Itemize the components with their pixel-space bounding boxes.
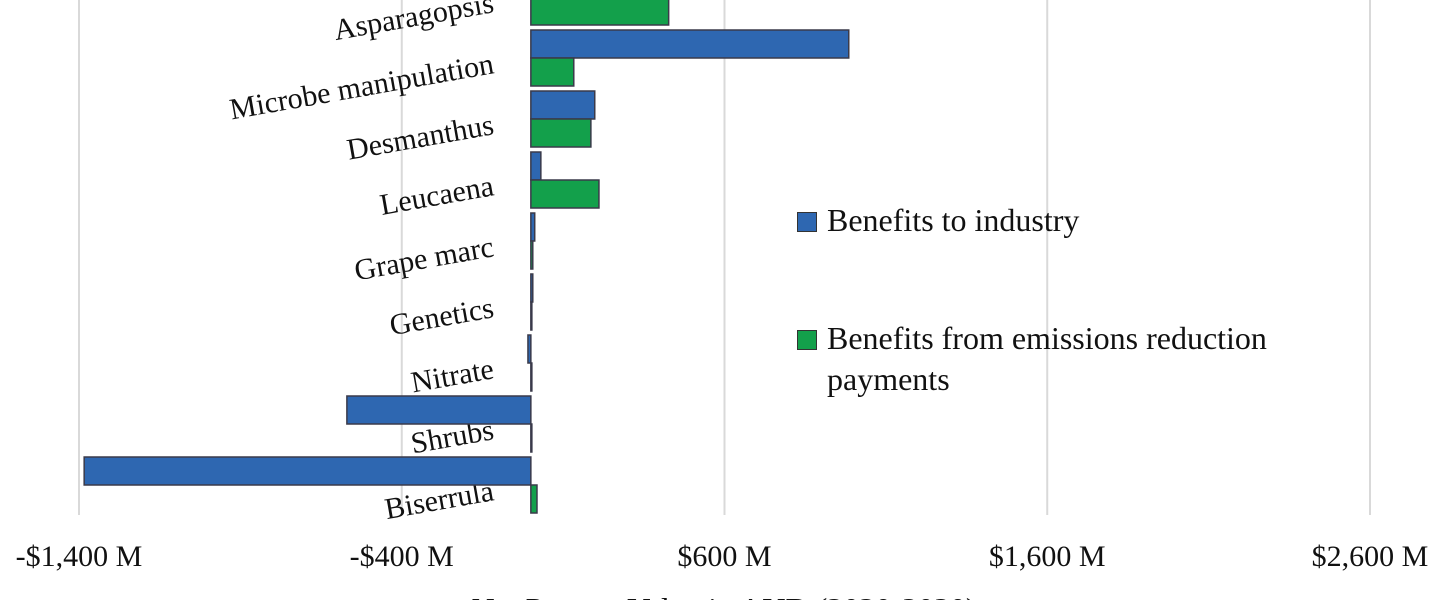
bar — [530, 118, 592, 148]
y-tick-label: Desmanthus — [344, 108, 496, 166]
y-tick-label: Genetics — [387, 291, 496, 342]
x-tick-label: $600 M — [677, 540, 771, 573]
bar — [530, 57, 575, 87]
bar — [530, 0, 670, 26]
x-axis-title: Net Present Value in AUD (2020-2030) — [471, 591, 976, 600]
bar — [530, 484, 538, 514]
x-tick-label: -$1,400 M — [16, 540, 143, 573]
bar — [530, 29, 850, 59]
legend-label: Benefits to industry — [827, 202, 1080, 238]
bar — [530, 90, 596, 120]
x-tick-label: $2,600 M — [1312, 540, 1429, 573]
bar — [530, 179, 600, 209]
bar — [530, 362, 533, 392]
bar — [530, 423, 533, 453]
bar — [83, 456, 532, 486]
bar — [527, 334, 532, 364]
bar — [530, 301, 533, 331]
y-tick-label: Leucaena — [377, 169, 496, 221]
legend-label: Benefits from emissions reduction paymen… — [827, 320, 1267, 397]
y-tick-label: Nitrate — [408, 352, 496, 399]
bar — [530, 273, 534, 303]
bar — [346, 395, 532, 425]
x-tick-label: $1,600 M — [989, 540, 1106, 573]
bar — [530, 151, 542, 181]
y-tick-label: Asparagopsis — [331, 0, 496, 47]
x-tick-label: -$400 M — [350, 540, 454, 573]
legend-swatch — [797, 330, 817, 350]
bar — [530, 212, 536, 242]
legend-item: Benefits to industry — [797, 200, 1337, 241]
legend-swatch — [797, 212, 817, 232]
y-tick-label: Grape marc — [352, 230, 496, 287]
legend-item: Benefits from emissions reduction paymen… — [797, 318, 1337, 400]
bar — [530, 240, 534, 270]
